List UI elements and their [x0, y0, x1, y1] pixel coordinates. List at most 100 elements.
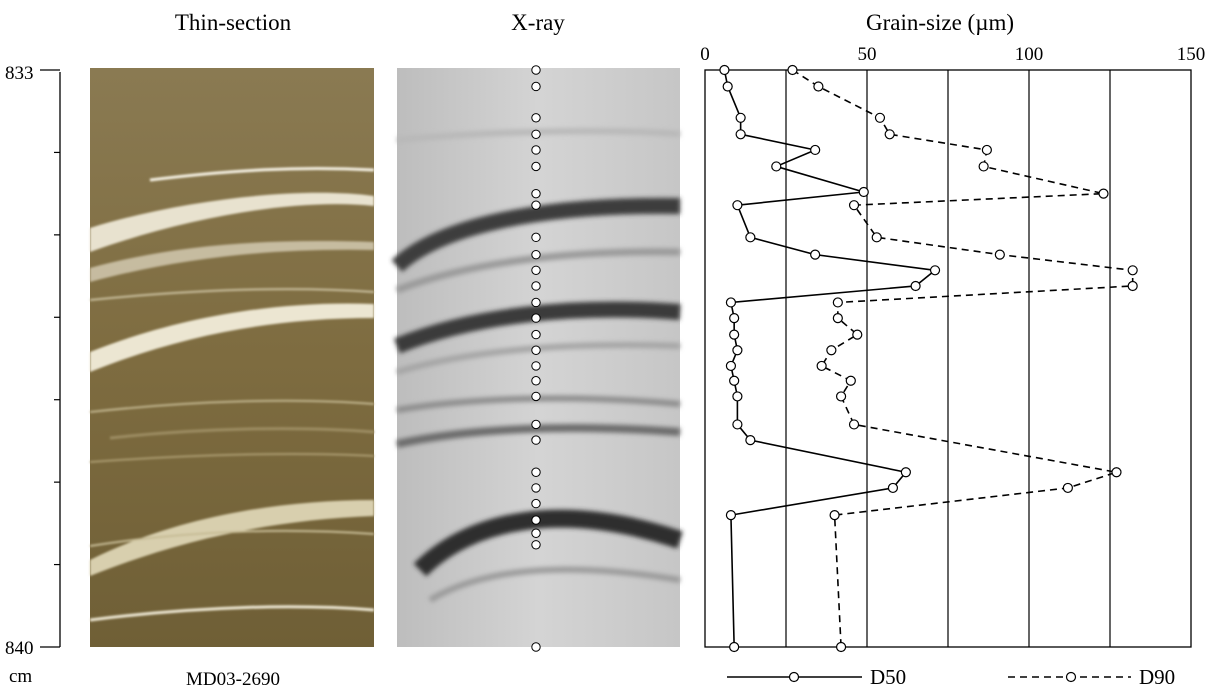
point-d90-11: [1127, 280, 1138, 292]
sample-point-23: [531, 498, 541, 509]
point-d90-16: [816, 360, 827, 372]
point-d50-2: [735, 112, 746, 123]
legend: D50 D90: [727, 665, 1175, 689]
point-d50-8: [745, 232, 756, 243]
point-d90-15: [826, 345, 837, 356]
legend-d90-marker: [1065, 671, 1077, 683]
point-d50-14: [729, 329, 740, 340]
thin-section-image: [89, 68, 375, 647]
point-d90-17: [845, 375, 856, 386]
point-d50-16: [725, 360, 737, 372]
point-d90-12: [832, 297, 843, 308]
point-d50-17: [729, 375, 740, 386]
sample-point-25: [531, 528, 541, 538]
point-d50-13: [729, 313, 740, 324]
sample-point-27: [531, 642, 541, 652]
x-tick-label-100: 100: [1015, 44, 1044, 65]
legend-d90: D90: [1008, 665, 1175, 689]
point-d50-4: [810, 144, 821, 156]
point-d50-24: [729, 641, 740, 653]
point-d90-0: [787, 64, 798, 76]
point-d90-18: [835, 391, 847, 402]
point-d50-3: [735, 129, 746, 140]
point-d90-5: [978, 161, 989, 172]
point-d90-20: [1111, 467, 1122, 478]
point-d90-6: [1098, 188, 1109, 199]
sample-point-4: [531, 145, 541, 155]
series-line-d50: [723, 69, 937, 648]
sample-point-17: [531, 376, 541, 386]
point-d50-9: [810, 249, 821, 260]
sample-point-26: [531, 540, 541, 550]
point-d50-6: [858, 186, 869, 198]
grain-size-plot: 0 50 100 150: [700, 44, 1205, 653]
legend-d50-label: D50: [870, 665, 906, 689]
sample-point-16: [531, 361, 541, 371]
point-d50-10: [929, 265, 941, 276]
depth-ticks: [40, 69, 60, 648]
sample-point-20: [531, 435, 541, 445]
xray-title: X-ray: [511, 10, 565, 35]
series-d50: [719, 64, 941, 653]
sample-point-14: [531, 329, 541, 340]
point-d90-9: [994, 249, 1005, 260]
point-d50-22: [887, 482, 899, 494]
x-axis-ticks: 0 50 100 150: [700, 44, 1205, 65]
point-d90-23: [835, 641, 847, 653]
sample-point-8: [531, 232, 541, 243]
point-d50-0: [719, 64, 730, 76]
sample-point-10: [531, 265, 541, 276]
sample-point-24: [531, 515, 541, 525]
plot-frame: [704, 69, 1192, 648]
sample-point-11: [531, 281, 541, 291]
point-d90-13: [832, 313, 843, 324]
point-d90-22: [829, 510, 840, 521]
thin-section-title: Thin-section: [175, 10, 292, 35]
point-d90-7: [848, 200, 860, 211]
point-d50-23: [725, 510, 737, 521]
sample-point-2: [531, 113, 541, 123]
point-d50-20: [745, 435, 756, 446]
sample-point-3: [531, 129, 541, 139]
series-line-d90: [792, 69, 1134, 648]
depth-axis: 833 840 cm: [5, 63, 61, 687]
sample-point-13: [531, 313, 541, 323]
sample-points: [531, 65, 541, 652]
sample-point-6: [531, 188, 541, 199]
sample-point-1: [531, 81, 541, 92]
sample-point-9: [531, 249, 541, 260]
legend-d50: D50: [727, 665, 906, 689]
depth-label-top: 833: [5, 63, 34, 84]
sample-point-12: [531, 297, 541, 308]
sample-point-7: [531, 200, 541, 210]
point-d50-18: [732, 391, 743, 402]
sample-point-22: [531, 483, 541, 493]
point-d90-1: [813, 81, 824, 92]
sample-point-15: [531, 345, 541, 355]
point-d50-19: [732, 419, 743, 430]
sample-point-0: [531, 65, 541, 75]
point-d90-4: [981, 144, 992, 156]
point-d50-12: [725, 297, 737, 308]
sample-point-5: [531, 161, 541, 172]
x-tick-label-150: 150: [1177, 44, 1206, 65]
legend-d50-marker: [788, 671, 800, 683]
point-d50-5: [771, 161, 782, 172]
series-layer: [719, 64, 1138, 653]
point-d90-8: [871, 232, 882, 243]
legend-d90-label: D90: [1139, 665, 1175, 689]
depth-unit-label: cm: [9, 666, 32, 687]
point-d50-15: [732, 345, 743, 356]
sample-point-21: [531, 467, 541, 477]
point-d90-21: [1062, 482, 1073, 494]
point-d90-19: [848, 419, 860, 430]
x-gridlines: [785, 70, 1111, 647]
point-d90-3: [884, 129, 895, 140]
point-d90-2: [874, 112, 886, 123]
series-d90: [787, 64, 1138, 653]
point-d50-1: [722, 81, 733, 92]
point-d50-21: [900, 467, 911, 478]
depth-label-bottom: 840: [5, 638, 34, 659]
point-d50-7: [732, 200, 743, 211]
